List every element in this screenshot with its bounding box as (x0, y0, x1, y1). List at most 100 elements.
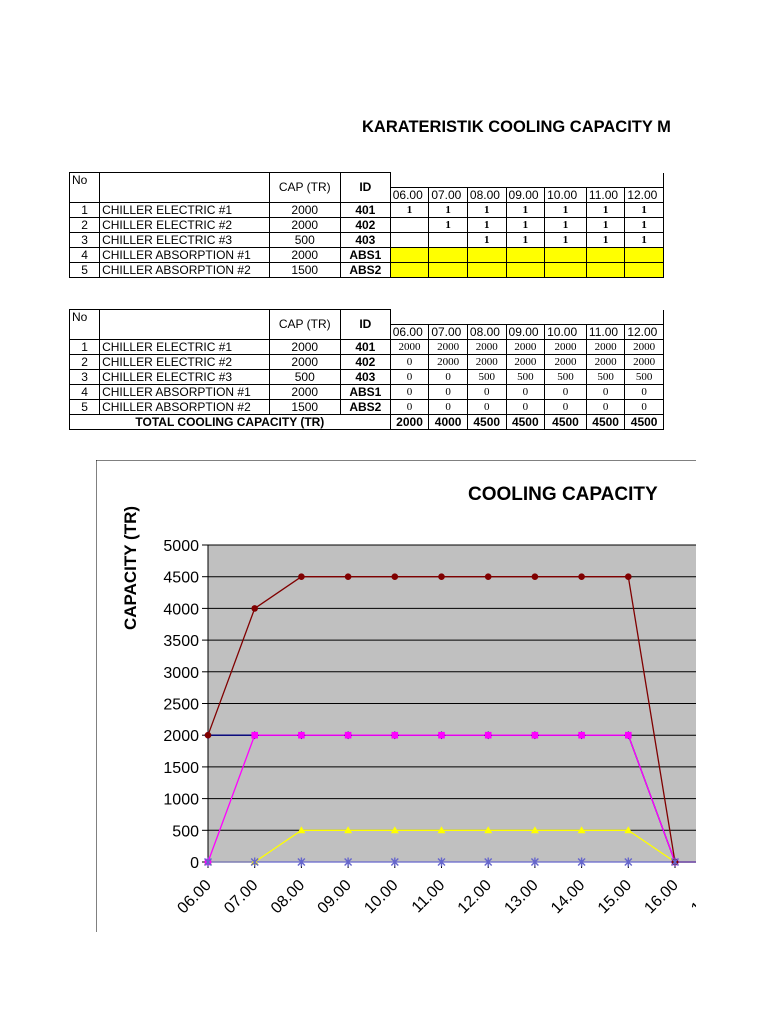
total-value: 4500 (544, 413, 587, 430)
series-point (250, 857, 259, 867)
time-header: 12.00 (624, 323, 664, 340)
row-no: 1 (68, 201, 101, 218)
series-point (624, 826, 633, 834)
series-point (204, 857, 212, 867)
row-value: 0 (624, 398, 664, 415)
series-point (484, 731, 492, 739)
row-value (505, 261, 546, 278)
row-value: 0 (585, 383, 626, 400)
row-value: 1 (505, 201, 546, 218)
row-id: 403 (339, 231, 391, 248)
row-name: CHILLER ABSORPTION #1 (99, 246, 270, 263)
y-tick-label: 4500 (163, 570, 199, 587)
time-header: 08.00 (466, 323, 507, 340)
total-value: 4500 (466, 413, 507, 430)
row-id: 403 (339, 368, 391, 385)
y-tick-label: 4000 (163, 601, 199, 618)
row-value: 2000 (428, 338, 468, 355)
y-tick-label: 3500 (163, 633, 199, 650)
row-value: 1 (544, 201, 587, 218)
time-header: 06.00 (389, 323, 430, 340)
y-tick-label: 1500 (163, 760, 199, 777)
time-header: 11.00 (585, 186, 626, 203)
time-header-row: 06.00 07.00 08.00 09.00 10.00 11.00 12.00 (70, 186, 696, 203)
row-name: CHILLER ELECTRIC #3 (99, 231, 270, 248)
row-value (389, 216, 430, 233)
row-no: 5 (68, 261, 101, 278)
series-point (437, 857, 446, 867)
capacity-table: No CAP (TR) ID 06.00 07.00 08.00 09.00 10.00 11.… (68, 309, 696, 430)
chart-title: COOLING CAPACITY (468, 484, 658, 505)
series-point (251, 731, 258, 739)
total-value: 2000 (389, 413, 430, 430)
row-value: 0 (428, 398, 468, 415)
row-id: 401 (339, 338, 391, 355)
row-value: 0 (585, 398, 626, 415)
time-header-row: 06.00 07.00 08.00 09.00 10.00 11.00 12.00 (70, 323, 696, 340)
series-point (530, 857, 539, 867)
y-axis-label: CAPACITY (TR) (121, 506, 140, 630)
row-value: 2000 (505, 353, 546, 370)
x-tick-label: 07.00 (221, 877, 261, 917)
x-tick-label: 12.00 (455, 877, 495, 917)
y-tick-label: 2000 (163, 728, 199, 745)
row-value: 2000 (428, 353, 468, 370)
row-name: CHILLER ELECTRIC #2 (99, 353, 270, 370)
header-name (99, 172, 270, 203)
row-id: ABS2 (339, 398, 391, 415)
row-value: 2000 (624, 353, 664, 370)
x-tick-label: 15.00 (595, 877, 635, 917)
row-value: 2000 (544, 338, 587, 355)
header-cap: CAP (TR) (268, 172, 341, 203)
row-value: 0 (389, 353, 430, 370)
row-value: 500 (585, 368, 626, 385)
row-cap: 2000 (268, 216, 341, 233)
series-point (438, 731, 445, 739)
total-value: 4000 (428, 413, 468, 430)
y-tick-label: 2500 (163, 697, 199, 714)
row-name: CHILLER ELECTRIC #3 (99, 368, 270, 385)
series-point (671, 857, 679, 867)
header-cap: CAP (TR) (268, 309, 341, 340)
row-value: 500 (624, 368, 664, 385)
series-point (344, 573, 352, 580)
series-point (298, 731, 305, 739)
y-tick-label: 5000 (163, 538, 199, 555)
row-value (544, 261, 587, 278)
row-value: 1 (466, 216, 507, 233)
row-value: 0 (389, 383, 430, 400)
row-value (466, 261, 507, 278)
row-value: 0 (466, 398, 507, 415)
table-row: 2 CHILLER ELECTRIC #2 2000 402 1 1 1 1 1 1 (68, 216, 696, 233)
header-no: No (68, 309, 101, 340)
table-row: 5 CHILLER ABSORPTION #2 1500 ABS2 0 0 0 0 0 0 0 (68, 398, 696, 415)
series-point (251, 605, 258, 612)
row-value: 1 (624, 231, 664, 248)
table-row: 3 CHILLER ELECTRIC #3 500 403 0 0 500 500 500 500… (68, 368, 696, 385)
row-cap: 500 (268, 231, 341, 248)
row-value (585, 246, 626, 263)
row-value: 1 (624, 216, 664, 233)
series-point (344, 857, 353, 867)
row-cap: 1500 (268, 261, 341, 278)
row-name: CHILLER ELECTRIC #1 (99, 338, 270, 355)
row-cap: 2000 (268, 201, 341, 218)
row-value: 1 (544, 216, 587, 233)
series-point (484, 573, 492, 580)
cooling-capacity-chart: 5000 4500 4000 3500 3000 2500 2000 1500 1000 500 0… (96, 460, 696, 932)
table-row: 1 CHILLER ELECTRIC #1 2000 401 1 1 1 1 1 1 1 (68, 201, 696, 218)
row-id: ABS1 (339, 246, 391, 263)
row-name: CHILLER ABSORPTION #1 (99, 383, 270, 400)
series-point (298, 573, 305, 580)
x-tick-label: 17.00 (688, 877, 696, 917)
series-point (625, 573, 632, 580)
x-tick-label: 16.00 (641, 877, 681, 917)
page-title: KARATERISTIK COOLING CAPACITY M (362, 118, 671, 136)
row-value: 500 (505, 368, 546, 385)
row-cap: 2000 (268, 246, 341, 263)
series-point (578, 731, 585, 739)
row-no: 2 (68, 353, 101, 370)
table-row: 4 CHILLER ABSORPTION #1 2000 ABS1 (68, 246, 696, 263)
x-tick-label: 08.00 (268, 877, 308, 917)
time-header: 09.00 (505, 186, 546, 203)
